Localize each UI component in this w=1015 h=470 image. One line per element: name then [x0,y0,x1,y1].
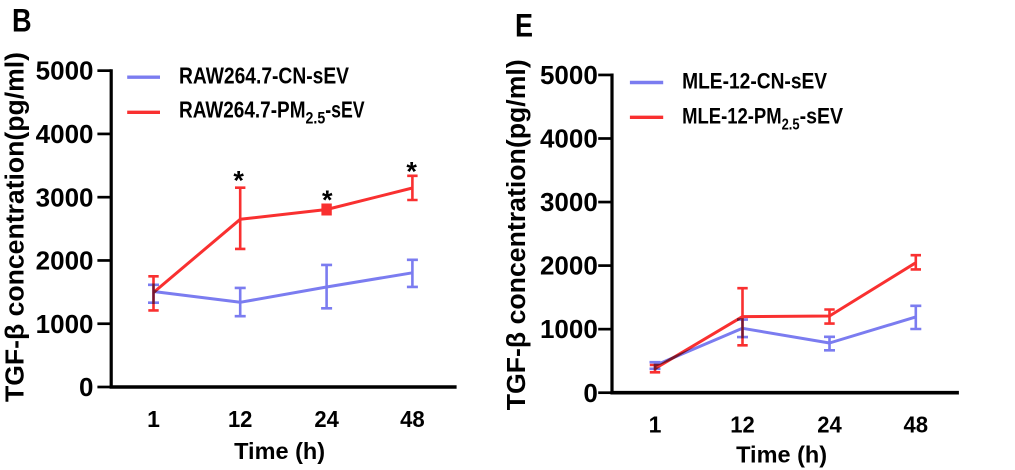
svg-text:1000: 1000 [540,314,598,344]
svg-text:2.5: 2.5 [782,117,800,134]
svg-text:48: 48 [400,406,425,432]
svg-text:*: * [322,185,333,215]
svg-text:-sEV: -sEV [800,103,844,128]
svg-text:4000: 4000 [36,119,94,149]
svg-text:MLE-12-CN-sEV: MLE-12-CN-sEV [682,69,827,94]
svg-text:48: 48 [904,412,929,438]
svg-text:MLE-12-PM: MLE-12-PM [682,103,782,128]
svg-text:*: * [233,166,244,196]
svg-text:24: 24 [817,412,842,438]
svg-text:5000: 5000 [36,56,94,86]
svg-text:12: 12 [730,412,755,438]
svg-text:1: 1 [649,412,662,438]
svg-text:Time (h): Time (h) [234,438,325,464]
svg-text:0: 0 [583,378,597,408]
svg-text:2.5: 2.5 [306,110,326,128]
svg-text:4000: 4000 [540,124,598,154]
svg-text:0: 0 [79,372,93,402]
svg-text:*: * [406,157,417,187]
svg-text:1000: 1000 [36,309,94,339]
svg-text:2000: 2000 [36,246,94,276]
svg-text:RAW264.7-PM: RAW264.7-PM [179,96,306,122]
svg-text:12: 12 [228,406,253,432]
svg-text:24: 24 [314,406,339,432]
svg-text:B: B [12,2,32,38]
svg-text:Time (h): Time (h) [736,442,827,468]
svg-text:3000: 3000 [540,187,598,217]
svg-text:3000: 3000 [36,182,94,212]
svg-text:RAW264.7-CN-sEV: RAW264.7-CN-sEV [179,62,350,88]
svg-text:E: E [515,8,533,44]
svg-text:-sEV: -sEV [325,96,365,122]
svg-text:2000: 2000 [540,251,598,281]
svg-text:TGF-β concentration(pg/ml): TGF-β concentration(pg/ml) [0,52,30,402]
svg-text:TGF-β concentration(pg/ml): TGF-β concentration(pg/ml) [501,59,531,410]
svg-text:5000: 5000 [540,60,598,90]
svg-text:1: 1 [147,406,160,432]
